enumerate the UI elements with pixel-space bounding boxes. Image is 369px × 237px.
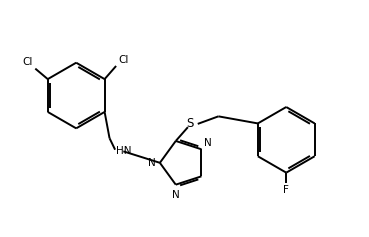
Text: S: S (186, 117, 193, 130)
Text: Cl: Cl (23, 57, 33, 67)
Text: N: N (204, 138, 212, 148)
Text: F: F (283, 185, 289, 195)
Text: N: N (172, 190, 180, 200)
Text: Cl: Cl (118, 55, 129, 65)
Text: HN: HN (116, 146, 132, 156)
Text: N: N (148, 158, 156, 168)
